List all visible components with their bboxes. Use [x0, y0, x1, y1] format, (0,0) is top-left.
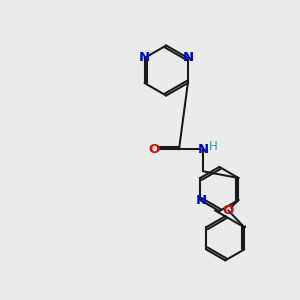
Text: N: N	[198, 143, 209, 156]
Text: H: H	[208, 140, 217, 153]
Text: O: O	[148, 143, 160, 156]
Text: N: N	[139, 52, 150, 64]
Text: O: O	[223, 204, 234, 217]
Text: N: N	[182, 52, 194, 64]
Text: N: N	[196, 194, 207, 207]
